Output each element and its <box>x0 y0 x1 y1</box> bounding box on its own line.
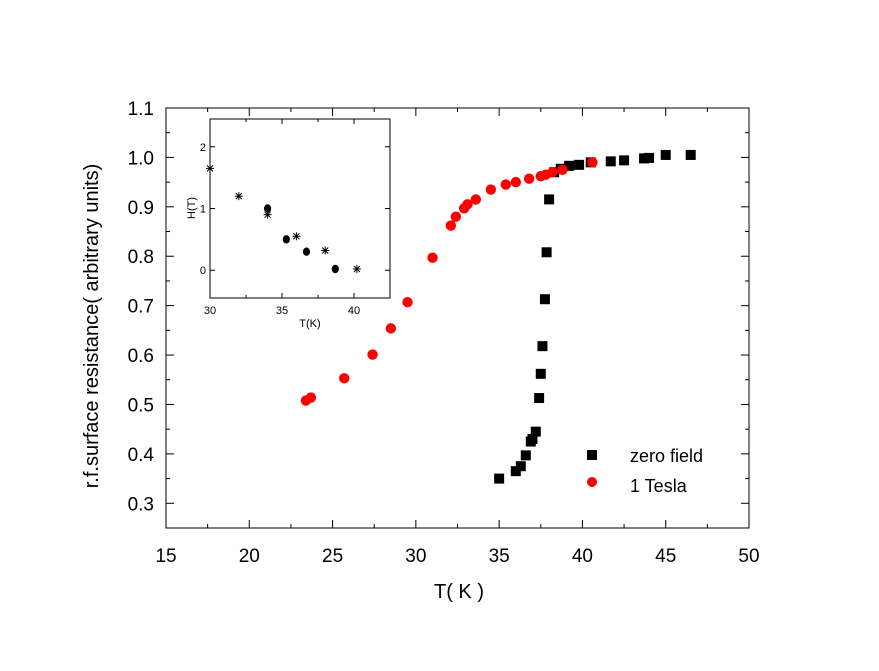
data-point-zero-field <box>644 152 655 163</box>
series-1-tesla <box>300 157 598 406</box>
data-point-1-tesla <box>547 167 558 178</box>
data-point-zero-field <box>527 434 538 445</box>
y-tick-label: 1.0 <box>128 148 154 169</box>
data-point-1-tesla <box>305 392 317 403</box>
data-point-zero-field <box>564 160 575 171</box>
legend-label-zero-field: zero field <box>630 446 703 466</box>
data-point-zero-field <box>515 461 526 472</box>
inset-data-point-circle <box>302 247 311 256</box>
inset-data-point-asterisk <box>321 246 330 255</box>
y-tick-label: 0.5 <box>128 395 154 416</box>
inset-y-axis-title: H(T) <box>186 197 198 219</box>
data-point-zero-field <box>539 294 550 305</box>
data-point-zero-field <box>619 155 630 166</box>
legend: zero field 1 Tesla <box>587 446 703 496</box>
data-point-zero-field <box>494 473 505 484</box>
inset-data-point-asterisk <box>263 210 272 219</box>
inset-x-axis-title: T(K) <box>299 318 320 330</box>
inset-data-point-circle <box>282 235 290 244</box>
data-point-zero-field <box>574 159 585 170</box>
data-point-1-tesla <box>450 211 462 222</box>
y-tick-label: 0.4 <box>128 445 155 466</box>
data-point-zero-field <box>685 149 696 160</box>
inset-data-point-asterisk <box>206 164 214 173</box>
legend-marker-zero-field <box>587 450 597 460</box>
data-point-1-tesla <box>500 179 512 190</box>
y-axis-title: r.f.surface resistance( arbitrary units) <box>81 164 103 489</box>
y-tick-label: 0.6 <box>128 346 154 367</box>
x-tick-label: 25 <box>322 546 343 567</box>
data-point-1-tesla <box>523 173 535 184</box>
inset-series-asterisk <box>206 164 361 273</box>
data-point-1-tesla <box>445 220 457 231</box>
data-point-zero-field <box>535 368 546 379</box>
main-y-tick-labels: 0.3 0.4 0.5 0.6 0.7 0.8 0.9 1.0 1.1 <box>128 99 155 515</box>
inset-ticks <box>209 119 390 298</box>
inset-x-tick-label: 40 <box>348 305 360 317</box>
main-series <box>300 149 696 484</box>
inset-data-point-asterisk <box>234 192 243 201</box>
x-tick-label: 15 <box>155 546 176 567</box>
main-x-tick-labels: 15 20 25 30 35 40 45 50 <box>155 546 759 567</box>
x-tick-label: 35 <box>489 546 510 567</box>
data-point-1-tesla <box>367 349 378 360</box>
data-point-1-tesla <box>587 157 598 168</box>
data-point-1-tesla <box>485 184 497 195</box>
data-point-zero-field <box>660 149 671 160</box>
inset-y-tick-labels: 0 1 2 <box>200 142 206 277</box>
data-point-1-tesla <box>462 199 473 210</box>
y-tick-label: 0.3 <box>128 494 154 515</box>
inset-y-tick-label: 2 <box>200 142 206 154</box>
data-point-1-tesla <box>427 252 438 263</box>
inset-data-point-asterisk <box>352 264 361 273</box>
inset-plot-frame <box>209 118 391 299</box>
inset-series-circle <box>264 204 339 274</box>
main-plot: 15 20 25 30 35 40 45 50 0.30.40.50.60.70.80.91.… <box>81 99 760 603</box>
data-point-1-tesla <box>385 323 397 334</box>
data-point-1-tesla <box>557 164 568 175</box>
data-point-1-tesla <box>510 176 521 188</box>
data-point-zero-field <box>534 393 545 404</box>
inset-plot: 30 35 40 0 1 2 T(K) H(T) <box>186 118 391 330</box>
data-point-1-tesla <box>339 373 350 384</box>
inset-x-tick-label: 30 <box>204 305 216 317</box>
data-point-1-tesla <box>470 194 482 205</box>
x-axis-title: T( K ) <box>434 581 484 603</box>
inset-y-tick-label: 1 <box>200 204 206 216</box>
legend-marker-1-tesla <box>587 477 597 487</box>
main-ticks <box>165 107 750 528</box>
legend-label-1-tesla: 1 Tesla <box>630 476 688 496</box>
inset-series <box>206 164 361 274</box>
y-tick-label: 0.9 <box>128 198 154 219</box>
inset-y-tick-label: 0 <box>200 265 206 277</box>
y-tick-label: 0.7 <box>128 297 154 318</box>
series-zero-field <box>494 149 696 484</box>
data-point-zero-field <box>530 426 541 437</box>
x-tick-label: 40 <box>572 546 593 567</box>
data-point-zero-field <box>544 194 555 205</box>
data-point-zero-field <box>541 247 552 258</box>
inset-data-point-circle <box>331 264 339 274</box>
inset-x-tick-label: 35 <box>276 305 288 317</box>
data-point-1-tesla <box>402 296 413 308</box>
x-tick-label: 20 <box>239 546 260 567</box>
data-point-zero-field <box>520 450 531 461</box>
inset-x-tick-labels: 30 35 40 <box>204 305 360 317</box>
x-tick-label: 45 <box>655 546 676 567</box>
inset-data-point-asterisk <box>292 232 301 241</box>
x-tick-label: 50 <box>738 546 759 567</box>
y-tick-label: 0.8 <box>128 247 154 268</box>
data-point-zero-field <box>605 156 616 167</box>
y-tick-label: 1.1 <box>128 99 154 120</box>
inset-data-point-circle <box>264 204 272 213</box>
x-tick-label: 30 <box>405 546 426 567</box>
data-point-zero-field <box>537 341 548 352</box>
